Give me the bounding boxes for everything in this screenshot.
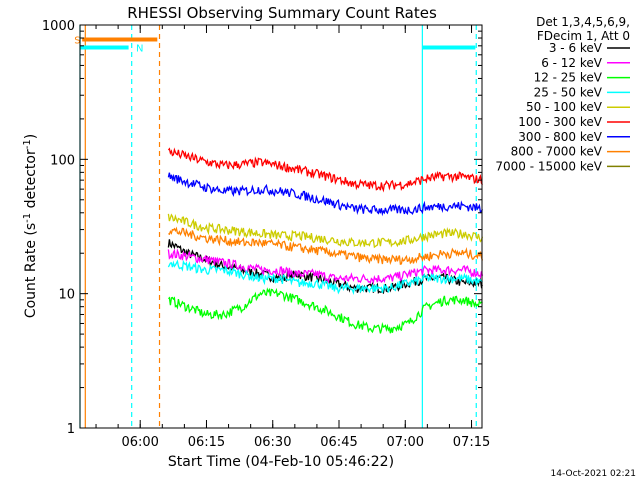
legend-item-label: 25 - 50 keV	[534, 85, 603, 99]
x-tick-label: 06:00	[121, 435, 158, 450]
y-tick-label: 10	[58, 288, 75, 303]
y-axis-ticks: 1 10 100 1000	[42, 19, 482, 437]
legend-item-label: 3 - 6 keV	[549, 41, 603, 55]
x-axis-label: Start Time (04-Feb-10 05:46:22)	[168, 454, 394, 470]
x-tick-label: 07:00	[387, 435, 424, 450]
legend: Det 1,3,4,5,6,9, FDecim 1, Att 0 3 - 6 k…	[495, 15, 630, 173]
series-line	[167, 248, 484, 285]
x-tick-label: 06:15	[188, 435, 225, 450]
y-tick-label: 1	[67, 422, 75, 437]
footer-date: 14-Oct-2021 02:21	[551, 469, 636, 479]
legend-item-label: 12 - 25 keV	[534, 71, 603, 85]
y-tick-label: 100	[50, 153, 75, 168]
legend-header-line-2: FDecim 1, Att 0	[537, 29, 630, 43]
chart-title: RHESSI Observing Summary Count Rates	[127, 4, 437, 22]
plot-frame	[79, 24, 483, 429]
legend-item-label: 300 - 800 keV	[518, 130, 602, 144]
series-line	[167, 259, 483, 296]
x-tick-label: 06:45	[320, 435, 357, 450]
legend-item-label: 7000 - 15000 keV	[495, 159, 602, 173]
series-line	[167, 287, 483, 334]
flag-label-N: N	[136, 43, 143, 54]
legend-header-line-1: Det 1,3,4,5,6,9,	[536, 15, 630, 29]
legend-item-label: 100 - 300 keV	[518, 115, 602, 129]
legend-item-label: 6 - 12 keV	[541, 56, 603, 70]
y-axis-label: Count Rate (s-1 detector-1)	[22, 134, 39, 318]
x-tick-label: 06:30	[254, 435, 291, 450]
legend-item-label: 50 - 100 keV	[526, 100, 603, 114]
series-line	[167, 213, 484, 249]
y-tick-label: 1000	[42, 19, 75, 34]
series-lines	[167, 147, 484, 334]
flag-label-S: S	[74, 35, 80, 46]
series-line	[167, 147, 483, 193]
time-markers	[79, 25, 477, 428]
x-tick-label: 07:15	[453, 435, 490, 450]
series-line	[167, 172, 483, 217]
x-axis-ticks: 06:00 06:15 06:30 06:45 07:00 07:15	[95, 25, 490, 450]
flag-bars: SN	[74, 35, 476, 54]
legend-item-label: 800 - 7000 keV	[511, 145, 603, 159]
series-line	[168, 226, 484, 266]
